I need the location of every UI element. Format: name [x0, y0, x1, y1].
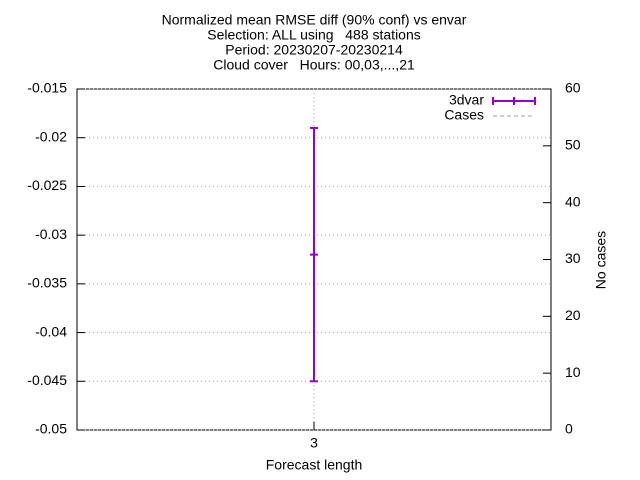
- y-tick-label: -0.02: [35, 128, 67, 144]
- y2-tick-label: 20: [565, 307, 581, 323]
- y-tick-label: -0.035: [27, 275, 67, 291]
- y2-tick-label: 0: [565, 421, 573, 437]
- chart-title: Period: 20230207-20230214: [225, 42, 403, 58]
- y2-tick-label: 30: [565, 250, 581, 266]
- legend-label: 3dvar: [449, 92, 484, 108]
- y-tick-label: -0.045: [27, 372, 67, 388]
- y-tick-label: -0.015: [27, 80, 67, 96]
- x-tick-label: 3: [310, 435, 318, 451]
- x-axis-label: Forecast length: [266, 457, 363, 473]
- y2-tick-label: 40: [565, 193, 581, 209]
- y-tick-label: -0.025: [27, 177, 67, 193]
- chart-title: Cloud cover Hours: 00,03,...,21: [213, 57, 415, 73]
- legend-label: Cases: [444, 107, 484, 123]
- y-tick-label: -0.04: [35, 323, 67, 339]
- chart-title: Selection: ALL using 488 stations: [207, 27, 421, 43]
- y2-tick-label: 10: [565, 364, 581, 380]
- y2-tick-label: 50: [565, 137, 581, 153]
- y2-axis-label: No cases: [593, 231, 609, 289]
- y-tick-label: -0.05: [35, 421, 67, 437]
- y-tick-label: -0.03: [35, 226, 67, 242]
- chart-title: Normalized mean RMSE diff (90% conf) vs …: [162, 12, 467, 28]
- y2-tick-label: 60: [565, 80, 581, 96]
